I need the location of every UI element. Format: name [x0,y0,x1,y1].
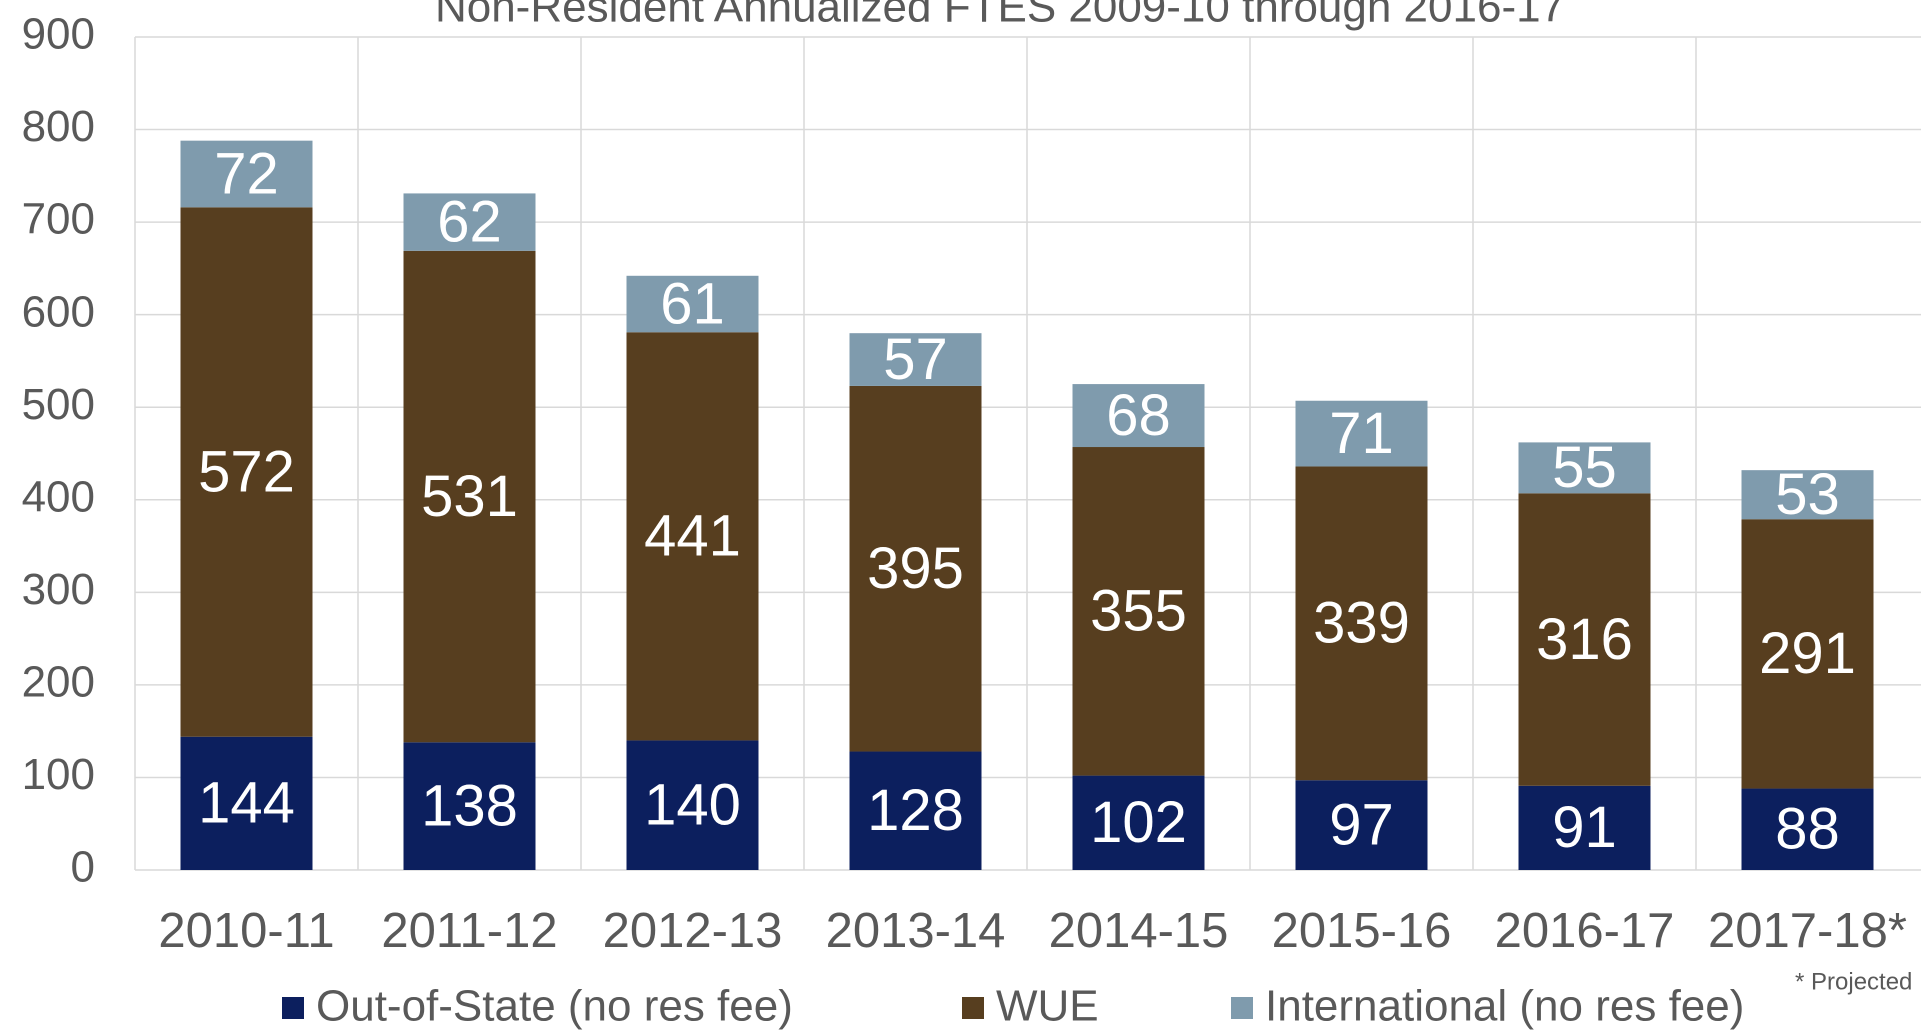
data-label: 572 [198,439,295,504]
data-label: 395 [867,536,964,601]
bar-segment [1518,442,1651,494]
x-tick-label: 2011-12 [381,904,557,958]
y-tick-label: 200 [22,658,95,707]
data-label: 61 [660,271,725,336]
y-tick-label: 100 [22,750,95,799]
data-label: 71 [1329,401,1394,466]
y-tick-label: 500 [22,380,95,429]
bar-segment [626,275,759,333]
bar-segment [849,751,982,870]
data-label: 339 [1313,591,1410,656]
bar-segment [1295,400,1428,467]
data-label: 91 [1552,795,1617,860]
x-tick-label: 2017-18* [1708,904,1907,958]
bar-segment [1072,447,1205,776]
x-tick-label: 2010-11 [158,904,334,958]
y-tick-label: 400 [22,472,95,521]
legend-swatch [1231,997,1253,1019]
bar-segment [1072,775,1205,870]
bar-segment [1295,466,1428,781]
chart-title: Non-Resident Annualized FTES 2009-10 thr… [435,0,1565,32]
bar-segment [849,385,982,752]
data-label: 72 [214,141,279,206]
bar-segment [849,333,982,386]
y-tick-label: 900 [22,10,95,59]
legend-swatch [282,997,304,1019]
data-label: 291 [1759,621,1856,686]
data-label: 355 [1090,579,1187,644]
data-label: 128 [867,778,964,843]
data-label: 316 [1536,607,1633,672]
bar-segment [1295,780,1428,870]
x-tick-label: 2016-17 [1495,904,1675,958]
data-label: 97 [1329,792,1394,857]
annotation: * Projected [1795,968,1912,995]
bar-segment [1518,785,1651,870]
data-label: 55 [1552,435,1617,500]
data-label: 68 [1106,383,1171,448]
legend-label: WUE [996,982,1099,1030]
x-tick-label: 2015-16 [1272,904,1452,958]
x-tick-label: 2012-13 [603,904,783,958]
data-label: 140 [644,773,741,838]
bar-segment [180,736,313,870]
bar-segment [626,740,759,870]
data-label: 441 [644,504,741,569]
bar-segment [1741,470,1874,520]
data-label: 88 [1775,797,1840,862]
legend-label: International (no res fee) [1265,982,1744,1030]
legend-label: Out-of-State (no res fee) [316,982,793,1030]
data-label: 138 [421,773,518,838]
bar-segment [1741,519,1874,789]
bar-segment [1741,788,1874,870]
data-label: 102 [1090,790,1187,855]
x-tick-label: 2014-15 [1049,904,1229,958]
x-tick-label: 2013-14 [826,904,1006,958]
bar-segment [403,742,536,870]
bar-segment [403,250,536,743]
y-tick-label: 0 [71,843,95,892]
y-tick-label: 800 [22,102,95,151]
bar-segment [403,193,536,251]
bar-segment [180,207,313,737]
bar-segment [1072,384,1205,448]
y-tick-label: 600 [22,287,95,336]
bar-segment [1518,493,1651,786]
data-label: 531 [421,464,518,529]
data-label: 57 [883,327,948,392]
data-label: 144 [198,771,295,836]
data-label: 53 [1775,462,1840,527]
y-tick-label: 300 [22,565,95,614]
bar-segment [180,140,313,208]
y-tick-label: 700 [22,195,95,244]
data-label: 62 [437,189,502,254]
legend-swatch [962,997,984,1019]
bar-segment [626,332,759,741]
